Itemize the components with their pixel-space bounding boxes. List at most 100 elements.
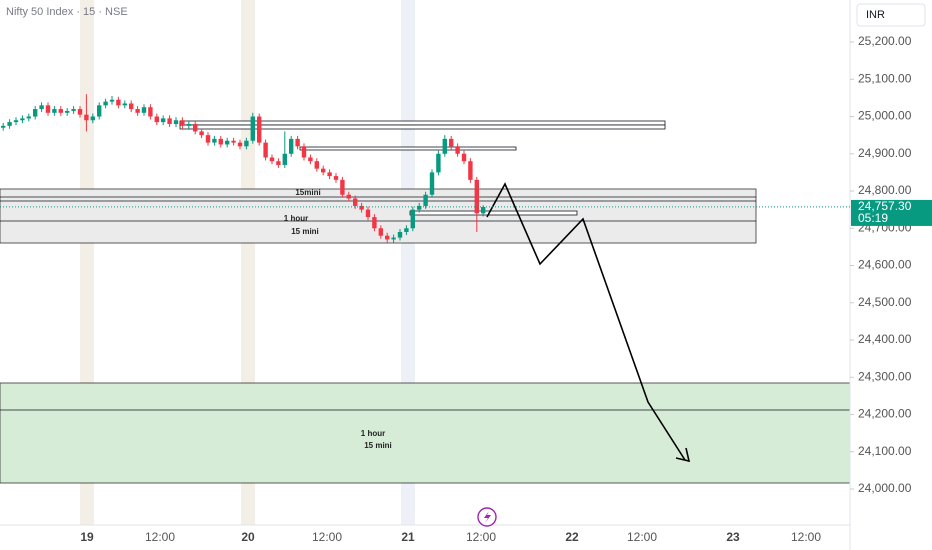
candle-body [212,138,217,143]
candle-body [474,179,479,214]
candle-body [148,107,153,117]
candle-body [244,140,249,147]
y-tick-label: 24,400.00 [858,332,912,346]
y-tick-label: 25,200.00 [858,34,912,48]
countdown: 05:19 [858,211,888,225]
drawings [0,120,851,484]
x-tick-label: 12:00 [466,530,496,544]
candle-body [321,168,326,173]
candle-body [141,107,147,113]
candle-body [372,217,377,229]
zone-label: 15mini [295,188,320,197]
candle-body [423,194,428,206]
candle-body [77,109,83,115]
candle-body [391,237,396,240]
y-tick-label: 24,500.00 [858,295,912,309]
candle-body [161,118,166,123]
candle-body [282,153,287,165]
candle-body [199,131,204,136]
x-tick-label: 12:00 [145,530,175,544]
candle-body [109,99,115,102]
candle-body [97,105,102,117]
y-tick-label: 25,000.00 [858,109,912,123]
candle-body [436,153,441,173]
candle-body [346,194,351,199]
candle-body [314,161,319,169]
candle-body [1,125,6,128]
candle-body [263,142,268,158]
projection-path [486,182,686,461]
zone-box [179,124,666,130]
zone-label: 15 mini [364,441,392,450]
candle-body [26,116,31,119]
x-tick-label: 12:00 [627,530,657,544]
candle-body [71,109,76,111]
y-tick-label: 24,300.00 [858,369,912,383]
candle-body [276,161,281,165]
candle-body [397,231,403,238]
candle-body [52,109,57,113]
candle-body [103,101,108,106]
candle-body [45,105,51,113]
candles [1,94,486,243]
y-tick-label: 24,800.00 [858,183,912,197]
x-tick-label: 12:00 [312,530,342,544]
candle-body [205,135,211,143]
candle-body [429,172,435,195]
candle-body [333,176,339,180]
candle-body [231,140,236,143]
zone-label: 1 hour [361,429,385,438]
candle-body [378,228,383,236]
candle-body [468,161,473,180]
currency-box [856,3,926,27]
x-tick-label: 23 [726,530,740,544]
chart-title: Nifty 50 Index · 15 · NSE [6,6,128,18]
zone-gray [0,188,757,244]
zone-label: 15 mini [291,227,319,236]
last-price-label: 24,757.30 [858,199,912,213]
candle-body [65,110,70,113]
zone-box [299,146,517,151]
candle-body [340,179,345,195]
candle-body [449,138,454,147]
y-tick-label: 24,900.00 [858,146,912,160]
candle-body [289,138,294,154]
candle-body [481,207,486,214]
candle-body [269,157,275,162]
candle-body [154,116,159,123]
candle-body [237,142,243,147]
candle-body [193,123,198,132]
candle-body [13,120,19,123]
candle-body [327,172,332,177]
candle-body [129,103,134,110]
y-tick-label: 24,200.00 [858,407,912,421]
candle-body [250,116,255,141]
candle-body [417,205,422,210]
candle-body [257,116,262,143]
x-tick-label: 19 [80,530,94,544]
candle-body [365,209,371,218]
zone-green [0,382,851,484]
candle-body [410,209,415,229]
candle-body [135,109,140,113]
candle-body [90,116,95,121]
last-price-tag [851,199,932,226]
candle-body [455,146,460,154]
candle-body [353,198,358,206]
candle-body [225,140,230,145]
candle-body [167,118,172,124]
y-tick-label: 24,000.00 [858,481,912,495]
candle-body [122,103,127,106]
y-tick-label: 25,100.00 [858,71,912,85]
candle-body [295,138,300,147]
x-tick-label: 22 [565,530,579,544]
alert-icon-bolt [484,511,491,523]
zone-label: 1 hour [284,214,308,223]
candle-body [301,146,307,158]
x-tick-label: 20 [241,530,255,544]
candle-body [84,114,89,121]
candle-body [186,123,191,126]
candle-body [58,109,63,113]
candle-body [39,105,44,110]
